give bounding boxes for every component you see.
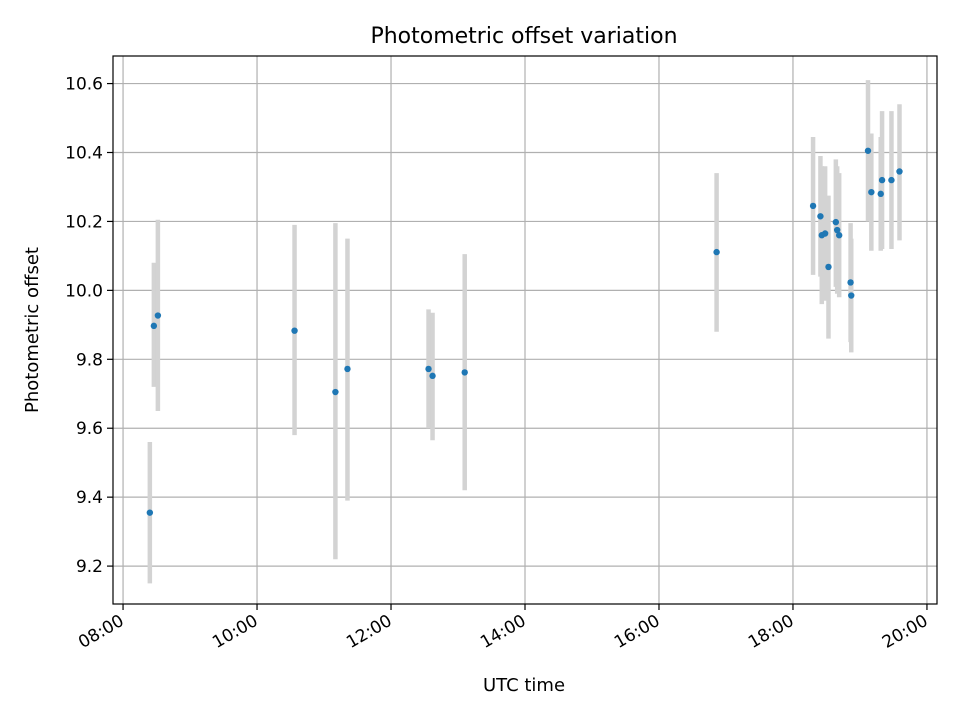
x-axis-label: UTC time bbox=[483, 675, 565, 696]
y-axis-label: Photometric offset bbox=[22, 247, 43, 413]
y-tick-label: 10.2 bbox=[65, 212, 103, 232]
data-point bbox=[864, 147, 872, 154]
data-point bbox=[833, 226, 841, 234]
data-point bbox=[461, 369, 468, 376]
data-point bbox=[146, 509, 154, 516]
y-tick-label: 10.0 bbox=[65, 281, 103, 301]
data-point bbox=[821, 230, 829, 237]
x-tick-label: 10:00 bbox=[209, 611, 261, 653]
data-point bbox=[344, 365, 351, 373]
data-point bbox=[848, 292, 855, 299]
y-tick-label: 9.4 bbox=[76, 488, 103, 508]
data-point bbox=[878, 176, 886, 184]
y-axis-ticks: 9.2 9.4 9.6 9.8 10.0 10.2 10.4 10.6 bbox=[65, 75, 113, 577]
data-point bbox=[888, 176, 895, 184]
data-point bbox=[868, 188, 875, 196]
data-point bbox=[291, 327, 298, 334]
data-point bbox=[713, 248, 720, 256]
y-tick-label: 9.6 bbox=[76, 419, 103, 439]
y-tick-label: 9.8 bbox=[76, 350, 103, 370]
data-points bbox=[146, 147, 903, 516]
y-tick-label: 10.6 bbox=[65, 75, 103, 95]
grid-lines bbox=[113, 56, 937, 604]
data-point bbox=[425, 365, 432, 373]
data-point bbox=[332, 388, 339, 396]
x-tick-label: 12:00 bbox=[343, 611, 395, 653]
data-point bbox=[832, 218, 840, 226]
x-axis-ticks: 08:00 10:00 12:00 14:00 16:00 18:00 20:00 bbox=[75, 604, 931, 653]
x-tick-label: 20:00 bbox=[879, 611, 931, 653]
data-point bbox=[847, 279, 854, 286]
data-point bbox=[817, 213, 824, 220]
data-point bbox=[835, 232, 843, 239]
x-tick-label: 16:00 bbox=[611, 611, 663, 653]
data-point bbox=[429, 372, 436, 380]
data-point bbox=[154, 312, 162, 319]
data-point bbox=[809, 202, 817, 210]
data-point bbox=[150, 322, 158, 330]
data-point bbox=[896, 168, 903, 175]
x-tick-label: 14:00 bbox=[477, 611, 529, 653]
chart-title: Photometric offset variation bbox=[370, 24, 677, 49]
data-point bbox=[825, 263, 832, 271]
x-tick-label: 08:00 bbox=[75, 611, 127, 653]
y-tick-label: 10.4 bbox=[65, 144, 103, 164]
data-point bbox=[877, 190, 884, 198]
x-tick-label: 18:00 bbox=[745, 611, 797, 653]
y-tick-label: 9.2 bbox=[76, 557, 103, 577]
